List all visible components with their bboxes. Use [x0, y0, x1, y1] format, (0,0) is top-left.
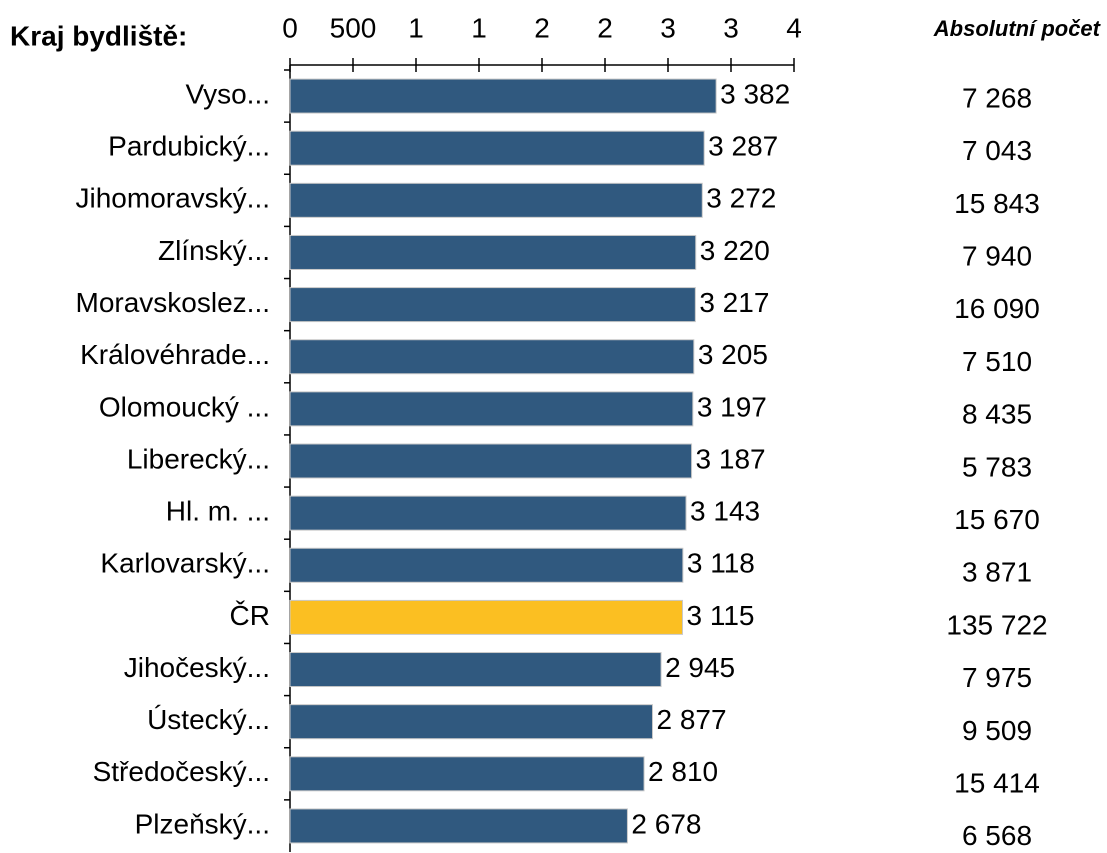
x-tick-label: 1 [408, 12, 424, 43]
y-tick-label: Plzeňský... [135, 808, 270, 839]
value-label: 2 810 [648, 756, 718, 787]
y-tick-label: Karlovarský... [100, 548, 270, 579]
value-label: 3 220 [700, 235, 770, 266]
absolute-count: 7 043 [962, 135, 1032, 166]
bar [289, 443, 693, 479]
y-tick-label: Hl. m. ... [166, 496, 270, 527]
value-label: 3 197 [697, 391, 767, 422]
absolute-count: 9 509 [962, 715, 1032, 746]
bar [289, 599, 683, 635]
y-tick-label: Vyso... [185, 78, 270, 109]
absolute-count: 7 940 [962, 240, 1032, 271]
absolute-count: 7 510 [962, 346, 1032, 377]
value-label: 3 187 [696, 443, 766, 474]
absolute-count: 6 568 [962, 820, 1032, 851]
absolute-count: 135 722 [946, 609, 1047, 640]
x-tick-label: 3 [660, 12, 676, 43]
bar [289, 234, 697, 270]
axis-label: Kraj bydliště: [10, 20, 187, 51]
bar [289, 756, 645, 792]
absolute-count: 5 783 [962, 451, 1032, 482]
x-tick-label: 4 [786, 12, 802, 43]
y-tick-label: Jihočeský... [124, 652, 270, 683]
bar [289, 182, 703, 218]
y-tick-label: Zlínský... [158, 235, 270, 266]
y-tick-label: Liberecký... [127, 443, 270, 474]
bar [289, 704, 654, 740]
absolute-count: 8 435 [962, 399, 1032, 430]
bar [289, 547, 684, 583]
value-label: 3 143 [690, 496, 760, 527]
value-label: 3 382 [720, 78, 790, 109]
absolute-count: 15 843 [954, 188, 1040, 219]
column-header: Absolutní počet [933, 16, 1102, 41]
bar [289, 495, 687, 531]
value-label: 3 272 [706, 183, 776, 214]
x-tick-label: 0 [282, 12, 298, 43]
bar [289, 808, 628, 844]
value-label: 2 877 [657, 704, 727, 735]
value-label: 3 115 [686, 600, 754, 631]
value-label: 2 678 [631, 808, 701, 839]
absolute-count: 15 670 [954, 504, 1040, 535]
value-label: 2 945 [665, 652, 735, 683]
y-tick-label: Pardubický... [108, 131, 270, 162]
bar [289, 130, 705, 166]
y-tick-label: Královéhrade... [80, 339, 270, 370]
bar [289, 287, 696, 323]
x-tick-label: 2 [534, 12, 550, 43]
value-label: 3 217 [699, 287, 769, 318]
x-tick-label: 500 [330, 12, 377, 43]
absolute-count: 3 871 [962, 557, 1032, 588]
y-tick-label: Středočeský... [93, 756, 270, 787]
value-label: 3 205 [698, 339, 768, 370]
value-label: 3 287 [708, 131, 778, 162]
absolute-count: 15 414 [954, 767, 1040, 798]
y-tick-label: ČR [230, 600, 270, 631]
bar [289, 339, 695, 375]
x-tick-label: 3 [723, 12, 739, 43]
y-tick-label: Jihomoravský... [76, 183, 271, 214]
bar [289, 391, 694, 427]
absolute-count: 16 090 [954, 293, 1040, 324]
bar [289, 78, 717, 114]
x-tick-label: 1 [471, 12, 487, 43]
y-tick-label: Olomoucký ... [99, 391, 270, 422]
y-tick-label: Ústecký... [147, 704, 270, 735]
absolute-count: 7 975 [962, 662, 1032, 693]
x-tick-label: 2 [597, 12, 613, 43]
absolute-count: 7 268 [962, 82, 1032, 113]
bar [289, 652, 662, 688]
y-tick-label: Moravskoslez... [76, 287, 271, 318]
value-label: 3 118 [687, 548, 755, 579]
